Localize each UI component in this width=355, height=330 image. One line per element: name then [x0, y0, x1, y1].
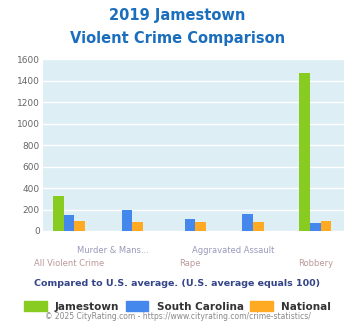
Text: Murder & Mans...: Murder & Mans... — [77, 246, 148, 255]
Bar — [75, 221, 85, 231]
Text: Rape: Rape — [179, 259, 201, 268]
Bar — [195, 221, 206, 231]
Bar — [310, 223, 321, 231]
Bar — [122, 211, 132, 231]
Bar — [242, 214, 253, 231]
Bar — [53, 196, 64, 231]
Bar — [64, 215, 75, 231]
Bar — [132, 221, 143, 231]
Text: All Violent Crime: All Violent Crime — [34, 259, 104, 268]
Text: Violent Crime Comparison: Violent Crime Comparison — [70, 31, 285, 46]
Text: Aggravated Assault: Aggravated Assault — [192, 246, 274, 255]
Text: 2019 Jamestown: 2019 Jamestown — [109, 8, 246, 23]
Bar — [253, 221, 264, 231]
Bar — [185, 219, 195, 231]
Bar — [300, 73, 310, 231]
Text: Robbery: Robbery — [298, 259, 333, 268]
Bar — [321, 221, 331, 231]
Legend: Jamestown, South Carolina, National: Jamestown, South Carolina, National — [24, 301, 331, 312]
Text: Compared to U.S. average. (U.S. average equals 100): Compared to U.S. average. (U.S. average … — [34, 279, 321, 288]
Text: © 2025 CityRating.com - https://www.cityrating.com/crime-statistics/: © 2025 CityRating.com - https://www.city… — [45, 312, 310, 321]
